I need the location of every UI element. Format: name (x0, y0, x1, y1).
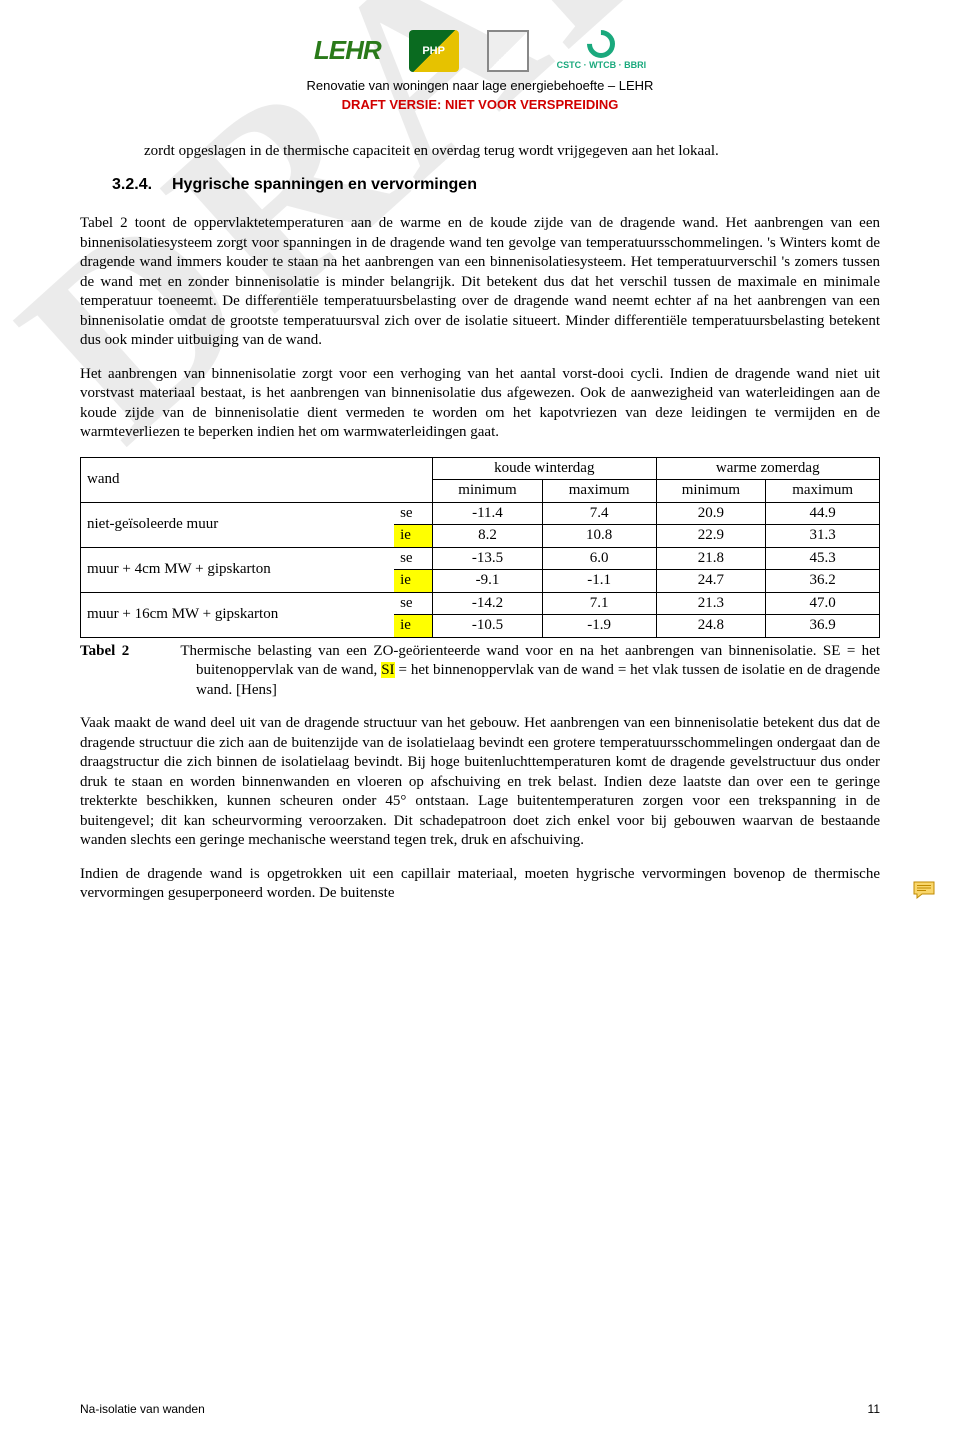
sub-se: se (394, 592, 432, 615)
cell: 36.9 (766, 615, 880, 638)
row-label-0: niet-geïsoleerde muur (81, 502, 395, 547)
logo-cstc: CSTC · WTCB · BBRI (557, 30, 647, 72)
cell: -14.2 (433, 592, 543, 615)
cstc-icon (582, 24, 622, 64)
cell: 24.7 (656, 570, 766, 593)
row-label-1: muur + 4cm MW + gipskarton (81, 547, 395, 592)
col-max-1: maximum (542, 480, 656, 503)
header-logos: LEHR PHP CSTC · WTCB · BBRI (80, 30, 880, 72)
cell: 22.9 (656, 525, 766, 548)
col-min-2: minimum (656, 480, 766, 503)
caption-label: Tabel 2 (80, 643, 129, 659)
data-table: wand koude winterdag warme zomerdag mini… (80, 457, 880, 638)
section-heading: 3.2.4.Hygrische spanningen en vervorming… (112, 175, 880, 196)
table-row: muur + 4cm MW + gipskarton se -13.5 6.0 … (81, 547, 880, 570)
sub-se: se (394, 547, 432, 570)
sub-ie: ie (394, 615, 432, 638)
sub-se: se (394, 502, 432, 525)
cell: -1.1 (542, 570, 656, 593)
logo-php: PHP (409, 30, 459, 72)
sub-ie: ie (394, 570, 432, 593)
cell: -13.5 (433, 547, 543, 570)
cell: -9.1 (433, 570, 543, 593)
cstc-label: CSTC · WTCB · BBRI (557, 60, 647, 72)
caption-highlight: SI (381, 662, 394, 678)
logo-lehr: LEHR (314, 30, 381, 72)
cell: -1.9 (542, 615, 656, 638)
paragraph-3: Vaak maakt de wand deel uit van de drage… (80, 714, 880, 851)
footer-page-number: 11 (868, 1402, 880, 1418)
cell: 7.1 (542, 592, 656, 615)
col-max-2: maximum (766, 480, 880, 503)
cell: -10.5 (433, 615, 543, 638)
col-winter: koude winterdag (433, 457, 656, 480)
cell: 36.2 (766, 570, 880, 593)
page-content: LEHR PHP CSTC · WTCB · BBRI Renovatie va… (80, 30, 880, 904)
table-row: muur + 16cm MW + gipskarton se -14.2 7.1… (81, 592, 880, 615)
cell: 31.3 (766, 525, 880, 548)
cell: -11.4 (433, 502, 543, 525)
footer-left: Na-isolatie van wanden (80, 1402, 205, 1418)
table-row: niet-geïsoleerde muur se -11.4 7.4 20.9 … (81, 502, 880, 525)
section-number: 3.2.4. (112, 175, 172, 196)
col-min-1: minimum (433, 480, 543, 503)
sub-ie: ie (394, 525, 432, 548)
cell: 10.8 (542, 525, 656, 548)
cell: 7.4 (542, 502, 656, 525)
page-footer: Na-isolatie van wanden 11 (80, 1402, 880, 1418)
cell: 6.0 (542, 547, 656, 570)
paragraph-4: Indien de dragende wand is opgetrokken u… (80, 865, 880, 904)
logo-box (487, 30, 529, 72)
draft-notice: DRAFT VERSIE: NIET VOOR VERSPREIDING (80, 97, 880, 114)
cell: 47.0 (766, 592, 880, 615)
cell: 44.9 (766, 502, 880, 525)
cell: 20.9 (656, 502, 766, 525)
cell: 21.3 (656, 592, 766, 615)
col-summer: warme zomerdag (656, 457, 880, 480)
table-caption: Tabel 2 Thermische belasting van een ZO-… (80, 642, 880, 701)
cell: 24.8 (656, 615, 766, 638)
intro-fragment: zordt opgeslagen in de thermische capaci… (144, 142, 880, 162)
section-title: Hygrische spanningen en vervormingen (172, 176, 477, 193)
cell: 8.2 (433, 525, 543, 548)
cell: 45.3 (766, 547, 880, 570)
header-title: Renovatie van woningen naar lage energie… (80, 78, 880, 95)
paragraph-2: Het aanbrengen van binnenisolatie zorgt … (80, 365, 880, 443)
col-wand: wand (81, 457, 433, 502)
table-header-row-1: wand koude winterdag warme zomerdag (81, 457, 880, 480)
comment-annotation-icon[interactable] (912, 880, 936, 900)
paragraph-1: Tabel 2 toont de oppervlaktetemperaturen… (80, 214, 880, 351)
row-label-2: muur + 16cm MW + gipskarton (81, 592, 395, 637)
cell: 21.8 (656, 547, 766, 570)
